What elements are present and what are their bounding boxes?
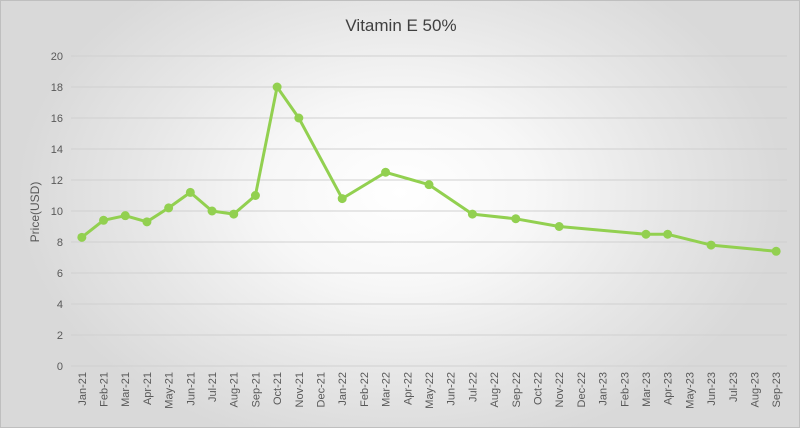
y-tick-label: 0 xyxy=(57,361,63,373)
data-point xyxy=(771,246,781,256)
x-tick-label: Nov-22 xyxy=(554,372,566,407)
y-tick-labels: 0 2 4 6 8 10 12 14 16 18 20 xyxy=(51,51,63,373)
x-tick-label: Jun-23 xyxy=(706,372,718,406)
data-point xyxy=(207,206,217,216)
x-tick-label: Oct-22 xyxy=(532,372,544,405)
y-tick-label: 2 xyxy=(57,330,63,342)
x-tick-label: Apr-22 xyxy=(402,372,414,405)
x-tick-label: Dec-22 xyxy=(576,372,588,407)
x-tick-label: May-21 xyxy=(164,372,176,409)
x-tick-label: Aug-23 xyxy=(749,372,761,407)
data-point xyxy=(164,203,174,213)
x-tick-label: Feb-21 xyxy=(99,372,111,407)
x-tick-label: Sep-23 xyxy=(771,372,783,407)
x-tick-label: May-22 xyxy=(424,372,436,409)
x-tick-label: Jun-21 xyxy=(185,372,197,406)
data-point xyxy=(229,209,239,219)
data-point xyxy=(424,180,434,190)
x-tick-label: Mar-23 xyxy=(641,372,653,407)
x-tick-label: Dec-21 xyxy=(316,372,328,407)
data-point xyxy=(706,240,716,250)
data-point xyxy=(99,215,109,225)
x-tick-label: Oct-21 xyxy=(272,372,284,405)
x-tick-label: Feb-22 xyxy=(359,372,371,407)
gridlines xyxy=(71,55,787,367)
x-tick-label: Jul-21 xyxy=(207,372,219,402)
x-tick-label: Sep-22 xyxy=(511,372,523,407)
data-point xyxy=(381,167,391,177)
data-point xyxy=(294,113,304,123)
data-point xyxy=(120,211,130,221)
data-point xyxy=(467,209,477,219)
x-tick-label: Feb-23 xyxy=(619,372,631,407)
x-tick-label: Jul-23 xyxy=(728,372,740,402)
chart-title: Vitamin E 50% xyxy=(345,16,456,35)
y-tick-label: 8 xyxy=(57,237,63,249)
x-tick-label: Mar-22 xyxy=(381,372,393,407)
x-tick-label: Aug-21 xyxy=(229,372,241,407)
x-tick-label: Jul-22 xyxy=(467,372,479,402)
data-point xyxy=(511,214,521,224)
y-tick-label: 12 xyxy=(51,175,63,187)
data-point xyxy=(337,194,347,204)
y-tick-label: 10 xyxy=(51,206,63,218)
y-tick-label: 16 xyxy=(51,113,63,125)
x-tick-label: Apr-21 xyxy=(142,372,154,405)
data-point xyxy=(272,82,282,92)
data-point xyxy=(142,217,152,227)
x-tick-label: Jun-22 xyxy=(446,372,458,406)
series-line xyxy=(80,85,778,253)
data-point xyxy=(554,222,564,231)
y-tick-label: 20 xyxy=(51,51,63,63)
data-point xyxy=(77,232,87,242)
data-point xyxy=(250,191,260,200)
x-tick-label: Jan-22 xyxy=(337,372,349,406)
y-tick-label: 6 xyxy=(57,268,63,280)
y-tick-label: 14 xyxy=(51,144,63,156)
series-layer xyxy=(77,82,781,256)
y-tick-label: 4 xyxy=(57,299,63,311)
x-tick-labels: Jan-21 Feb-21 Mar-21 Apr-21 May-21 Jun-21 Jul-… xyxy=(77,372,783,409)
x-tick-label: Apr-23 xyxy=(663,372,675,405)
x-tick-label: Mar-21 xyxy=(120,372,132,407)
y-axis-label: Price(USD) xyxy=(28,182,42,243)
x-tick-label: Jan-21 xyxy=(77,372,89,406)
data-point xyxy=(185,187,195,197)
x-tick-label: Aug-22 xyxy=(489,372,501,407)
x-tick-label: Sep-21 xyxy=(250,372,262,407)
data-point xyxy=(641,229,651,239)
y-tick-label: 18 xyxy=(51,82,63,94)
x-tick-label: Nov-21 xyxy=(294,372,306,407)
x-tick-label: Jan-23 xyxy=(598,372,610,406)
x-tick-label: May-23 xyxy=(684,372,696,409)
data-point xyxy=(663,229,673,239)
